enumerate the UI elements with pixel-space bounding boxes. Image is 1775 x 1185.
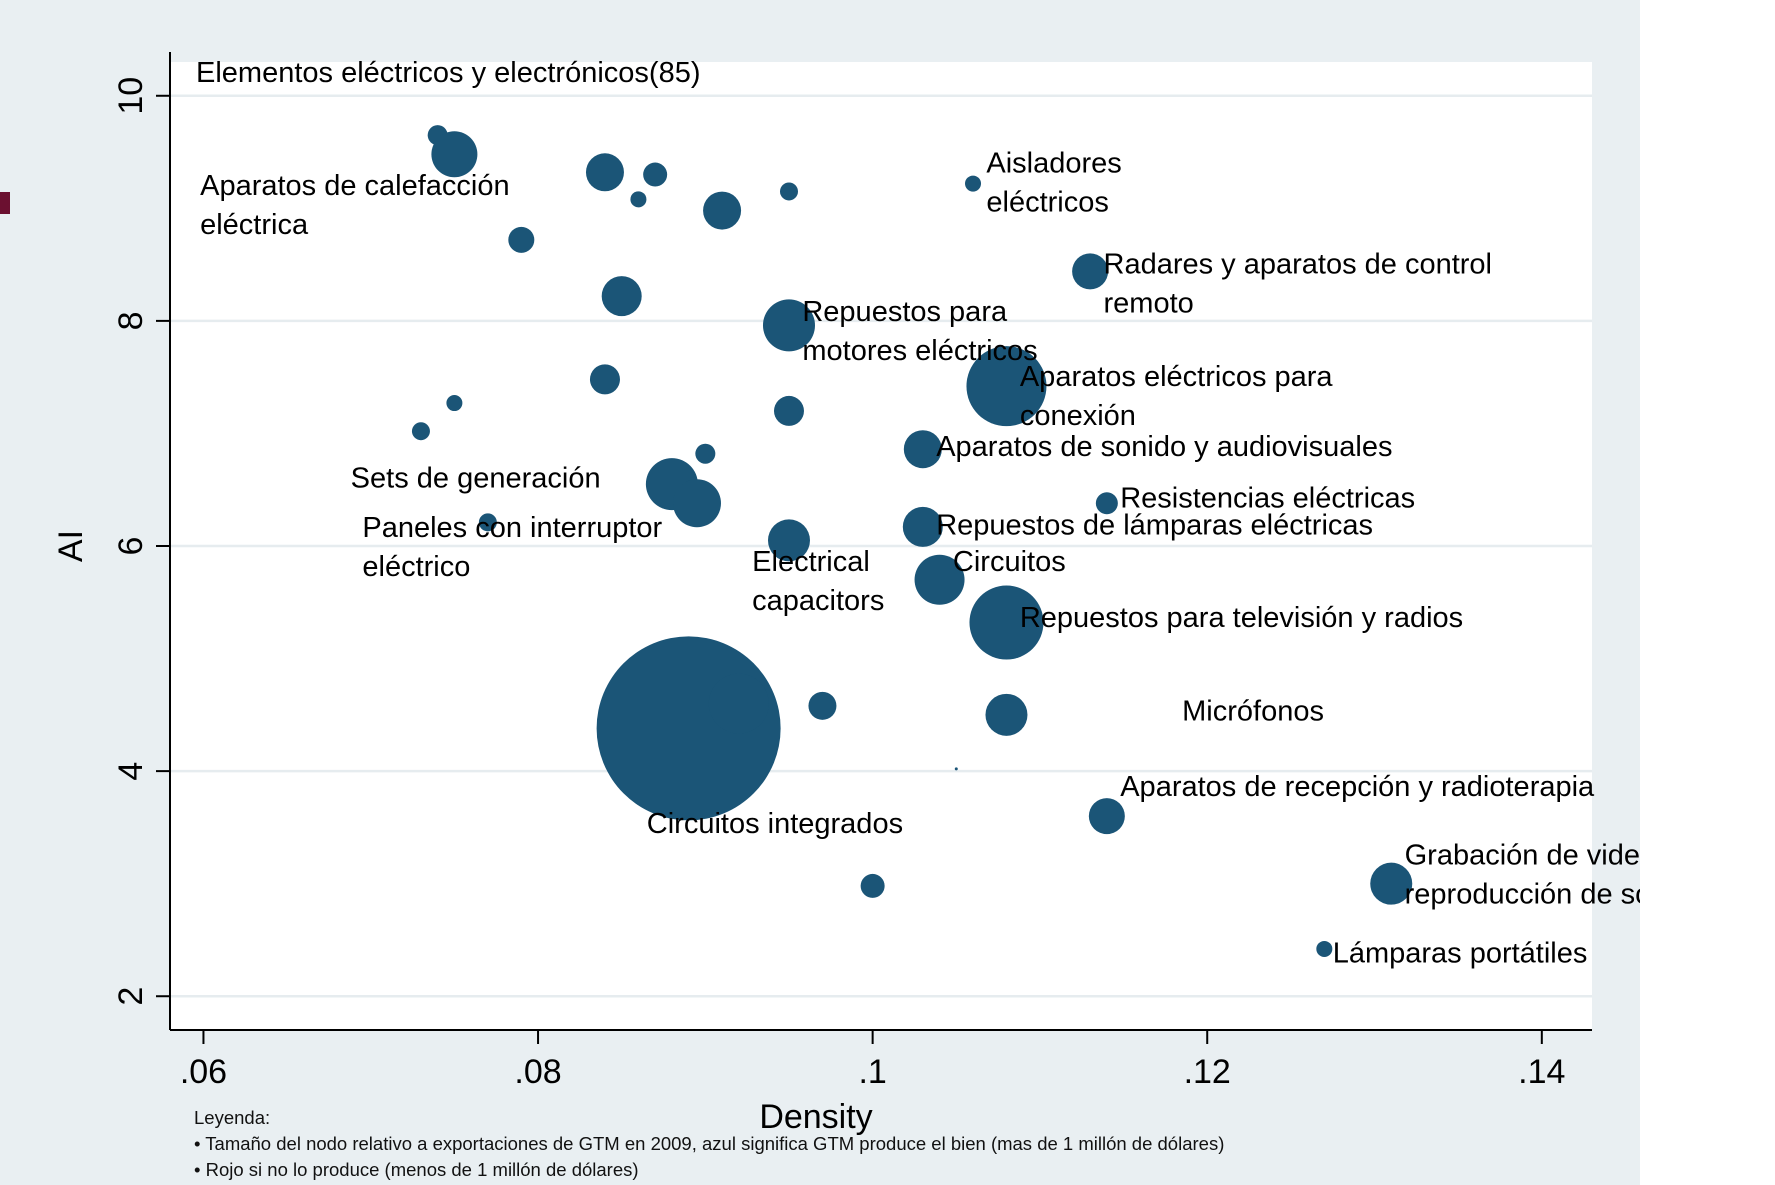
y-tick-label: 8: [112, 311, 150, 330]
point-annotation: Sets de generación: [351, 462, 601, 494]
point-annotation: Aparatos de sonido y audiovisuales: [936, 431, 1392, 463]
axes: 2 4 6 8 10 .06 .08 .1 .12 .14: [112, 52, 1592, 1091]
x-tick-label: .1: [858, 1053, 886, 1091]
gridlines: [170, 62, 1592, 1030]
data-point: [643, 162, 668, 187]
legend-notes: Leyenda: • Tamaño del nodo relativo a ex…: [194, 1105, 1224, 1183]
data-point: [1095, 492, 1118, 515]
data-point: [1088, 798, 1125, 835]
legend-line-red: • Rojo si no lo produce (menos de 1 mill…: [194, 1159, 639, 1180]
data-point: [1072, 253, 1109, 290]
data-point: [585, 153, 624, 192]
point-annotation: Grabación de video yreproducción de soni…: [1405, 840, 1640, 911]
slide-accent-bar: [0, 192, 10, 214]
point-annotation: Repuestos de lámparas eléctricas: [936, 510, 1373, 542]
point-annotation: Paneles con interruptor eléctrico: [362, 512, 662, 583]
point-annotation: Aisladores eléctricos: [986, 147, 1121, 218]
data-point: [779, 182, 798, 201]
data-point: [954, 767, 958, 771]
legend-title: Leyenda:: [194, 1107, 271, 1128]
point-annotation: Micrófonos: [1182, 695, 1324, 727]
data-point: [703, 191, 742, 230]
y-tick-label: 2: [112, 987, 150, 1006]
data-point: [767, 519, 810, 562]
point-annotation: Circuitos integrados: [647, 808, 903, 840]
point-annotations: Aparatos de calefacción eléctrica Aislador…: [200, 147, 1640, 969]
x-tick-label: .14: [1518, 1053, 1565, 1091]
data-point: [601, 276, 642, 317]
data-point: [762, 299, 815, 352]
data-point: [411, 422, 430, 441]
x-axis-title: Density: [759, 1098, 872, 1136]
legend-line-size: • Tamaño del nodo relativo a exportacion…: [194, 1133, 1225, 1154]
data-point: [902, 506, 943, 547]
point-annotation: Resistencias eléctricas: [1120, 483, 1415, 515]
data-point: [446, 395, 463, 412]
data-point: [589, 364, 620, 395]
data-point: [860, 873, 885, 898]
data-point: [431, 131, 478, 178]
data-point: [903, 430, 942, 469]
data-point: [969, 585, 1044, 660]
data-point: [695, 443, 716, 464]
bubble-chart: 2 4 6 8 10 .06 .08 .1 .12 .14 Aparatos de calefac…: [52, 52, 1640, 1136]
data-point: [478, 513, 497, 532]
y-axis-title: AI: [52, 530, 90, 562]
data-points: [411, 125, 1413, 957]
point-annotation: Circuitos: [953, 546, 1066, 578]
y-tick-label: 6: [112, 537, 150, 556]
point-annotation: Radares y aparatos de control remoto: [1104, 249, 1493, 320]
data-point: [966, 346, 1047, 427]
x-tick-label: .12: [1184, 1053, 1231, 1091]
data-point: [1370, 862, 1413, 905]
data-point: [1316, 940, 1333, 957]
data-point: [808, 691, 837, 720]
point-annotation: Electrical capacitors: [752, 546, 884, 617]
data-point: [773, 395, 804, 426]
point-annotation: Aparatos de recepción y radioterapia: [1120, 771, 1595, 803]
point-annotation: Repuestos para motores eléctricos: [802, 296, 1037, 367]
x-tick-label: .06: [180, 1053, 227, 1091]
y-tick-label: 10: [112, 77, 150, 115]
point-annotation: Aparatos eléctricos para conexión: [1020, 361, 1334, 432]
data-point: [672, 479, 721, 528]
data-point: [630, 191, 647, 208]
data-point: [508, 226, 535, 253]
point-annotation: Repuestos para televisión y radios: [1020, 602, 1463, 634]
data-point: [914, 554, 965, 605]
point-annotation: Aparatos de calefacción eléctrica: [200, 170, 510, 241]
point-annotation: Lámparas portátiles: [1333, 937, 1588, 969]
data-point: [965, 175, 982, 192]
y-tick-label: 4: [112, 762, 150, 781]
x-tick-label: .08: [514, 1053, 561, 1091]
data-point: [985, 693, 1028, 736]
data-point: [708, 673, 769, 734]
chart-title: Elementos eléctricos y electrónicos(85): [196, 57, 700, 89]
